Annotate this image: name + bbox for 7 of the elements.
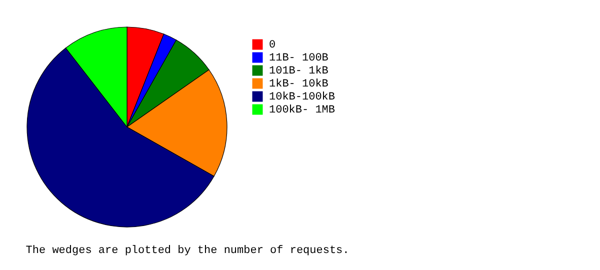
legend-label: 10kB-100kB	[269, 92, 336, 104]
legend-label: 1kB- 10kB	[269, 78, 329, 90]
legend-label: 0	[269, 40, 276, 52]
legend-label: 11B- 100B	[269, 52, 329, 64]
text: The wedges are plotted by the number of requests.	[26, 245, 350, 258]
legend-label: 101B- 1kB	[269, 66, 329, 78]
legend-label: 100kB- 1MB	[269, 104, 336, 116]
